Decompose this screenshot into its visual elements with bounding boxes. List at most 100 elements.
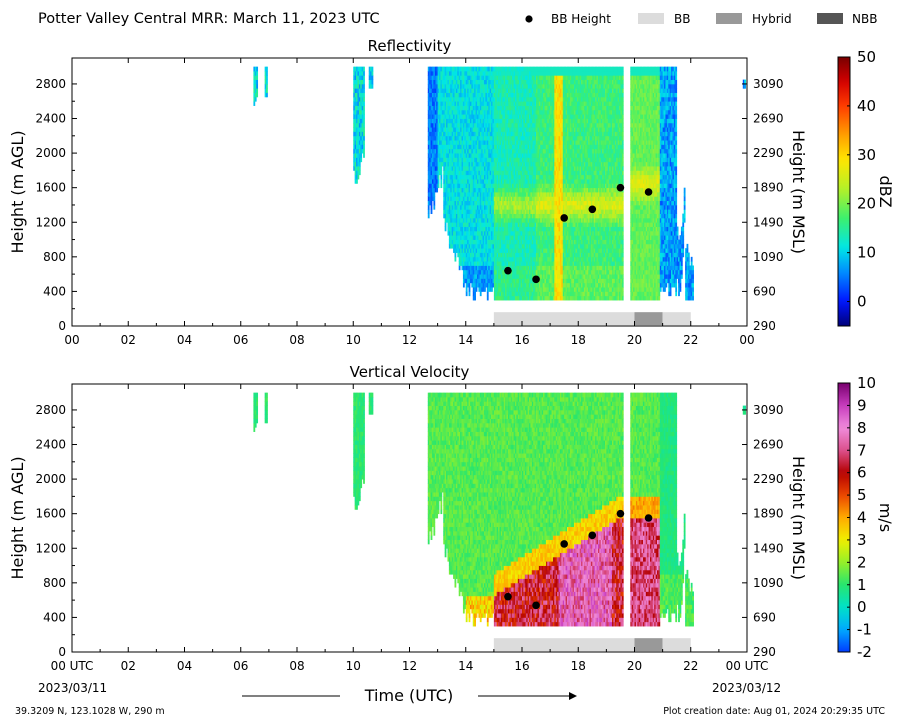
heatmap-cell [507,92,510,98]
heatmap-cell [427,66,430,72]
heatmap-cell [502,79,505,85]
heatmap-cell [475,196,478,202]
heatmap-cell [506,148,509,154]
heatmap-cell [465,131,468,137]
heatmap-cell [506,135,509,141]
heatmap-cell [481,222,484,227]
heatmap-cell [443,70,446,76]
heatmap-cell [544,200,547,206]
heatmap-cell [439,114,441,119]
heatmap-cell [538,183,541,189]
heatmap-cell [443,83,446,89]
heatmap-cell [458,170,461,176]
heatmap-cell [502,183,505,189]
heatmap-cell [510,96,513,102]
heatmap-cell [451,88,454,93]
heatmap-cell [465,79,468,85]
heatmap-cell [540,196,543,202]
heatmap-cell [507,230,510,236]
heatmap-cell [486,278,489,284]
heatmap-cell [472,161,475,167]
heatmap-cell [458,75,461,81]
heatmap-cell [462,243,465,249]
heatmap-cell [533,122,536,128]
heatmap-cell [443,170,446,176]
heatmap-cell [493,122,496,128]
heatmap-cell [544,226,547,232]
heatmap-cell [503,192,506,197]
heatmap-cell [440,161,443,167]
heatmap-cell [502,101,505,106]
heatmap-cell [437,96,440,102]
heatmap-cell [496,222,499,227]
heatmap-cell [443,140,446,145]
heatmap-cell [481,278,484,284]
heatmap-cell [472,170,475,176]
heatmap-cell [533,101,536,106]
heatmap-cell [437,140,440,145]
heatmap-cell [557,213,559,219]
heatmap-cell [354,161,357,167]
heatmap-cell [460,261,462,266]
heatmap-cell [541,291,544,297]
heatmap-cell [477,209,479,215]
heatmap-cell [552,131,555,137]
heatmap-cell [353,66,356,72]
heatmap-cell [446,79,448,85]
heatmap-cell [555,83,558,89]
heatmap-cell [558,101,561,106]
heatmap-cell [555,148,558,154]
heatmap-cell [507,187,510,193]
heatmap-cell [440,96,443,102]
heatmap-cell [550,282,552,288]
heatmap-cell [458,265,461,271]
heatmap-cell [469,170,472,176]
heatmap-cell [531,235,534,240]
heatmap-cell [529,192,531,197]
heatmap-cell [537,66,540,72]
heatmap-cell [513,153,516,158]
heatmap-cell [507,79,510,85]
heatmap-cell [502,269,505,275]
heatmap-cell [519,274,521,279]
heatmap-cell [474,204,476,210]
heatmap-cell [488,105,491,111]
heatmap-cell [529,118,531,124]
heatmap-cell [555,239,558,245]
heatmap-cell [460,187,462,193]
heatmap-cell [558,269,561,275]
heatmap-cell [453,79,455,85]
heatmap-cell [446,122,448,128]
heatmap-cell [493,183,496,189]
heatmap-cell [534,127,537,132]
heatmap-cell [537,217,540,223]
heatmap-cell [533,252,536,258]
heatmap-cell [492,196,495,202]
heatmap-cell [451,192,454,197]
heatmap-cell [500,144,503,150]
heatmap-cell [443,75,446,81]
heatmap-cell [548,213,551,219]
heatmap-cell [451,230,454,236]
heatmap-cell [499,291,502,297]
heatmap-cell [522,261,524,266]
heatmap-cell [557,179,559,184]
heatmap-cell [510,209,513,215]
heatmap-cell [505,153,507,158]
heatmap-cell [544,183,547,189]
heatmap-cell [478,235,481,240]
heatmap-cell [531,135,534,141]
heatmap-cell [530,265,533,271]
heatmap-cell [464,75,467,81]
heatmap-cell [354,118,357,124]
heatmap-cell [554,222,557,227]
heatmap-cell [465,88,468,93]
heatmap-cell [502,144,505,150]
heatmap-cell [455,140,458,145]
heatmap-cell [357,122,360,128]
heatmap-cell [514,92,517,98]
heatmap-cell [533,230,536,236]
heatmap-cell [433,118,436,124]
heatmap-cell [551,75,554,81]
heatmap-cell [484,192,486,197]
